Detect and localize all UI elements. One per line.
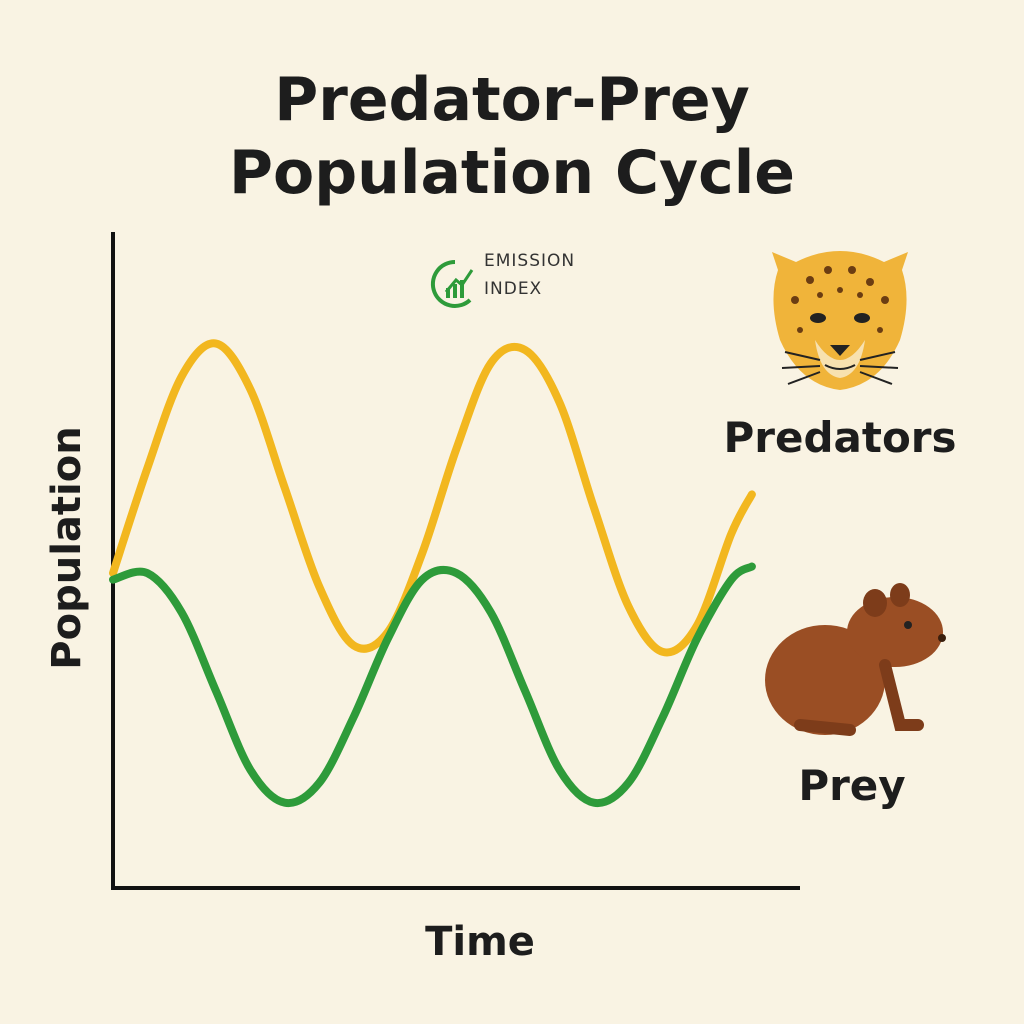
rodent-foot xyxy=(794,719,856,736)
legend-label: Prey xyxy=(798,761,905,810)
logo-bar xyxy=(453,284,457,298)
cheetah-spots xyxy=(791,266,889,333)
chart-title: Population Cycle xyxy=(229,138,795,208)
cheetah-mouth xyxy=(824,364,856,370)
series-line xyxy=(109,562,756,808)
prey-icon xyxy=(765,583,946,736)
rodent-head xyxy=(847,597,943,667)
legend-label: Predators xyxy=(723,413,956,462)
rodent-body xyxy=(765,625,885,735)
watermark-text: INDEX xyxy=(484,279,542,299)
logo-bar xyxy=(460,280,464,298)
cheetah-head xyxy=(772,251,908,390)
watermark-text: EMISSION xyxy=(484,251,575,271)
logo-ring xyxy=(430,259,472,308)
x-axis-label: Time xyxy=(425,919,535,965)
rodent-nose xyxy=(938,634,946,642)
cheetah-whiskers xyxy=(781,351,899,385)
predator-icon xyxy=(772,251,908,390)
cheetah-eye xyxy=(854,313,870,323)
y-axis-label: Population xyxy=(44,426,90,669)
rodent-ear xyxy=(890,583,910,607)
cheetah-eye xyxy=(810,313,826,323)
rodent-leg xyxy=(879,659,924,731)
chart-title: Predator-Prey xyxy=(274,65,749,135)
rodent-ear xyxy=(863,589,887,617)
watermark-logo: EMISSION INDEX xyxy=(430,251,575,308)
series-line xyxy=(109,339,756,657)
logo-bar xyxy=(446,288,450,298)
cheetah-muzzle xyxy=(815,340,865,378)
cheetah-nose xyxy=(830,345,850,356)
logo-arrow xyxy=(444,269,474,293)
rodent-eye xyxy=(904,621,912,629)
